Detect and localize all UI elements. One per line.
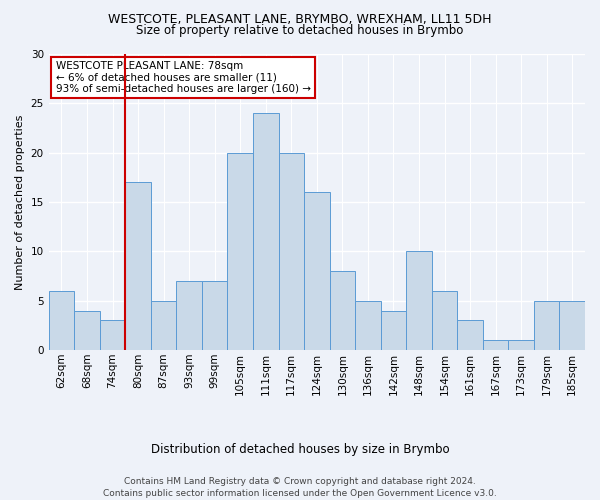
Text: Size of property relative to detached houses in Brymbo: Size of property relative to detached ho… [136,24,464,37]
Text: Contains public sector information licensed under the Open Government Licence v3: Contains public sector information licen… [103,489,497,498]
Bar [406,252,432,350]
Bar [49,291,74,350]
Text: WESTCOTE, PLEASANT LANE, BRYMBO, WREXHAM, LL11 5DH: WESTCOTE, PLEASANT LANE, BRYMBO, WREXHAM… [108,12,492,26]
Bar [202,281,227,350]
Text: Distribution of detached houses by size in Brymbo: Distribution of detached houses by size … [151,442,449,456]
Text: Contains HM Land Registry data © Crown copyright and database right 2024.: Contains HM Land Registry data © Crown c… [124,478,476,486]
Bar [74,310,100,350]
Bar [176,281,202,350]
Bar [432,291,457,350]
Bar [355,300,380,350]
Bar [457,320,483,350]
Bar [508,340,534,350]
Bar [534,300,559,350]
Bar [253,113,278,350]
Bar [227,152,253,350]
Bar [304,192,329,350]
Bar [329,271,355,350]
Bar [278,152,304,350]
Y-axis label: Number of detached properties: Number of detached properties [15,114,25,290]
Bar [100,320,125,350]
Text: WESTCOTE PLEASANT LANE: 78sqm
← 6% of detached houses are smaller (11)
93% of se: WESTCOTE PLEASANT LANE: 78sqm ← 6% of de… [56,61,311,94]
Bar [483,340,508,350]
Bar [151,300,176,350]
Bar [380,310,406,350]
Bar [125,182,151,350]
Bar [559,300,585,350]
